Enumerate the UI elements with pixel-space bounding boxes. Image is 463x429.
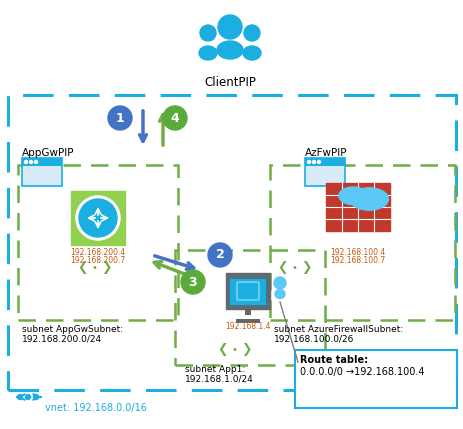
Bar (236, 319, 259, 323)
Text: AppGwPIP: AppGwPIP (22, 148, 75, 158)
Circle shape (108, 106, 131, 130)
Text: ❯: ❯ (240, 344, 250, 356)
Bar (18, 165, 178, 320)
Circle shape (33, 395, 38, 399)
Ellipse shape (243, 46, 260, 60)
Bar (244, 307, 250, 315)
Ellipse shape (199, 46, 217, 60)
Bar (22, 158, 62, 166)
Text: AzFwPIP: AzFwPIP (304, 148, 347, 158)
Circle shape (317, 160, 320, 163)
Text: 2: 2 (215, 248, 224, 262)
Text: 1: 1 (115, 112, 124, 124)
Text: 192.168.100.4: 192.168.100.4 (330, 248, 385, 257)
Bar (269, 165, 454, 320)
Text: 4: 4 (170, 112, 179, 124)
Ellipse shape (338, 187, 367, 205)
Text: •: • (290, 263, 296, 273)
Circle shape (79, 199, 117, 237)
Bar (325, 183, 389, 231)
Circle shape (18, 395, 22, 399)
Bar (8, 95, 455, 390)
Text: •: • (91, 263, 97, 273)
Text: 3: 3 (188, 275, 197, 288)
Circle shape (274, 277, 285, 289)
Circle shape (25, 160, 27, 163)
Circle shape (207, 243, 232, 267)
Ellipse shape (349, 188, 388, 210)
Text: 192.168.200.4: 192.168.200.4 (70, 248, 125, 257)
Text: 192.168.100.7: 192.168.100.7 (330, 256, 385, 265)
Text: 192.168.1.4: 192.168.1.4 (225, 322, 270, 331)
Text: subnet App1:: subnet App1: (185, 365, 245, 374)
Circle shape (25, 395, 31, 399)
Circle shape (30, 160, 32, 163)
Bar (304, 158, 344, 186)
Circle shape (163, 106, 187, 130)
Circle shape (307, 160, 310, 163)
Bar (294, 350, 456, 408)
Text: ❯: ❯ (100, 262, 111, 275)
Text: 192.168.200.0/24: 192.168.200.0/24 (22, 335, 102, 344)
Text: subnet AzureFirewallSubnet:: subnet AzureFirewallSubnet: (274, 325, 402, 334)
Ellipse shape (217, 41, 243, 59)
Bar (225, 273, 269, 309)
Circle shape (200, 25, 216, 41)
Text: ClientPIP: ClientPIP (204, 76, 256, 89)
Text: vnet: 192.168.0.0/16: vnet: 192.168.0.0/16 (45, 403, 147, 413)
Circle shape (34, 160, 38, 163)
Circle shape (181, 270, 205, 294)
FancyBboxPatch shape (237, 282, 258, 300)
Bar (230, 279, 265, 305)
Bar (22, 158, 62, 186)
Circle shape (244, 25, 259, 41)
Bar (175, 250, 324, 365)
Text: 192.168.1.0/24: 192.168.1.0/24 (185, 375, 253, 384)
Text: 192.168.100.0/26: 192.168.100.0/26 (274, 335, 354, 344)
Ellipse shape (275, 290, 284, 299)
Text: 192.168.200.7: 192.168.200.7 (70, 256, 125, 265)
Bar (304, 158, 344, 166)
Text: 0.0.0.0/0 →192.168.100.4: 0.0.0.0/0 →192.168.100.4 (300, 367, 424, 377)
Text: •: • (231, 345, 237, 355)
Text: ❮: ❮ (76, 262, 87, 275)
Circle shape (312, 160, 315, 163)
Text: Route table:: Route table: (300, 355, 367, 365)
Text: ❮: ❮ (216, 344, 227, 356)
Circle shape (76, 196, 120, 240)
Text: ❯: ❯ (300, 262, 311, 275)
Circle shape (218, 15, 242, 39)
Text: ❮: ❮ (276, 262, 287, 275)
Text: subnet AppGwSubnet:: subnet AppGwSubnet: (22, 325, 123, 334)
